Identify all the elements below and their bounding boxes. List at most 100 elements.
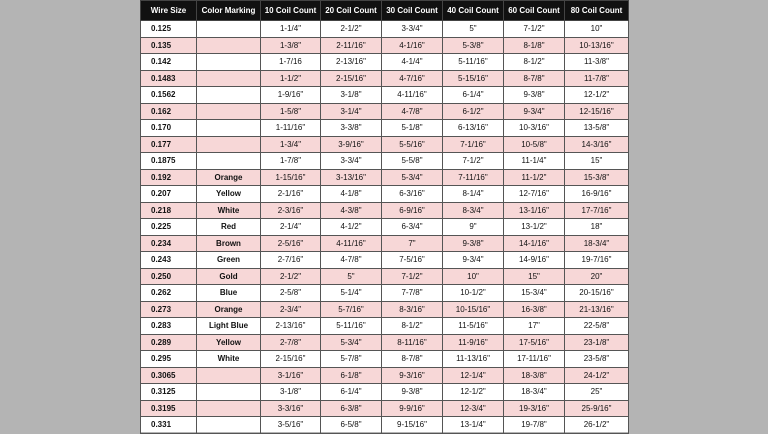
coil-length: 13-1/4": [442, 416, 504, 434]
coil-length: 11-3/8": [564, 53, 629, 71]
wire-size: 0.3065: [140, 366, 197, 384]
coil-length: 14-1/16": [503, 234, 565, 252]
table-row: 0.234 Brown 2-5/16" 4-11/16" 7" 9-3/8" 14-1/16…: [140, 234, 629, 252]
coil-length: 6-3/8": [320, 399, 382, 417]
empty-cell: [196, 20, 261, 38]
coil-length: 3-1/4": [320, 102, 382, 120]
coil-length: 6-3/4": [381, 218, 443, 236]
coil-length: 5-1/8": [381, 119, 443, 137]
wire-size: 0.273: [140, 300, 197, 318]
coil-length: 3-1/16": [260, 366, 321, 384]
table-row: 0.142 1-7/16 2-13/16" 4-1/4" 5-11/16" 8-1/2" 1…: [140, 53, 629, 71]
coil-length: 11-7/8": [564, 69, 629, 87]
wire-size: 0.250: [140, 267, 197, 285]
coil-length: 5-3/4": [381, 168, 443, 186]
coil-length: 11-1/4": [503, 152, 565, 170]
coil-length: 23-5/8": [564, 350, 629, 368]
color-marking: Brown: [196, 234, 261, 252]
coil-length: 2-5/8": [260, 284, 321, 302]
coil-length: 2-7/16": [260, 251, 321, 269]
coil-length: 1-9/16": [260, 86, 321, 104]
coil-length: 4-3/8": [320, 201, 382, 219]
coil-length: 3-3/8": [320, 119, 382, 137]
coil-length: 4-1/2": [320, 218, 382, 236]
coil-length: 11-5/16": [442, 317, 504, 335]
coil-length: 2-1/16": [260, 185, 321, 203]
coil-length: 12-15/16": [564, 102, 629, 120]
coil-length: 6-1/4": [442, 86, 504, 104]
coil-length: 15": [503, 267, 565, 285]
color-marking: Red: [196, 218, 261, 236]
coil-length: 1-3/8": [260, 36, 321, 54]
coil-length: 14-3/16": [564, 135, 629, 153]
coil-length: 18-3/4": [503, 383, 565, 401]
coil-length: 18-3/8": [503, 366, 565, 384]
coil-length: 6-13/16": [442, 119, 504, 137]
coil-length: 10": [564, 20, 629, 38]
coil-length: 20-15/16": [564, 284, 629, 302]
wire-size: 0.3125: [140, 383, 197, 401]
wire-table: Wire Size Color Marking 10 Coil Count 20 Co…: [140, 0, 629, 434]
color-marking: Light Blue: [196, 317, 261, 335]
coil-length: 16-3/8": [503, 300, 565, 318]
wire-size: 0.262: [140, 284, 197, 302]
table-row: 0.1562 1-9/16" 3-1/8" 4-11/16" 6-1/4" 9-3/8" 1…: [140, 86, 629, 104]
coil-length: 3-5/16": [260, 416, 321, 434]
coil-length: 20": [564, 267, 629, 285]
coil-length: 2-7/8": [260, 333, 321, 351]
coil-length: 4-7/16": [381, 69, 443, 87]
coil-length: 1-7/8": [260, 152, 321, 170]
coil-length: 9-3/8": [503, 86, 565, 104]
coil-length: 21-13/16": [564, 300, 629, 318]
coil-length: 1-1/2": [260, 69, 321, 87]
coil-length: 2-13/16": [320, 53, 382, 71]
wire-size: 0.234: [140, 234, 197, 252]
coil-length: 1-7/16: [260, 53, 321, 71]
coil-length: 18": [564, 218, 629, 236]
table-row: 0.295 White 2-15/16" 5-7/8" 8-7/8" 11-13/16" 1…: [140, 350, 629, 368]
table-row: 0.135 1-3/8" 2-11/16" 4-1/16" 5-3/8" 8-1/8" 10…: [140, 36, 629, 54]
empty-cell: [196, 152, 261, 170]
coil-length: 9-3/4": [503, 102, 565, 120]
wire-size: 0.162: [140, 102, 197, 120]
coil-length: 14-9/16": [503, 251, 565, 269]
table-row: 0.125 1-1/4" 2-1/2" 3-3/4" 5" 7-1/2" 10": [140, 20, 629, 38]
color-marking: Blue: [196, 284, 261, 302]
header-cell: Color Marking: [196, 0, 261, 21]
coil-length: 1-3/4": [260, 135, 321, 153]
coil-length: 9-15/16": [381, 416, 443, 434]
wire-size: 0.177: [140, 135, 197, 153]
coil-length: 2-5/16": [260, 234, 321, 252]
color-marking: Orange: [196, 168, 261, 186]
coil-length: 9-3/16": [381, 366, 443, 384]
coil-length: 6-5/8": [320, 416, 382, 434]
empty-cell: [196, 86, 261, 104]
coil-length: 8-3/16": [381, 300, 443, 318]
wire-size: 0.295: [140, 350, 197, 368]
coil-length: 2-1/4": [260, 218, 321, 236]
coil-length: 4-11/16": [381, 86, 443, 104]
coil-length: 4-11/16": [320, 234, 382, 252]
coil-length: 5-11/16": [320, 317, 382, 335]
coil-length: 3-3/4": [381, 20, 443, 38]
table-row: 0.243 Green 2-7/16" 4-7/8" 7-5/16" 9-3/4" 14-9…: [140, 251, 629, 269]
wire-size: 0.135: [140, 36, 197, 54]
coil-length: 8-1/2": [503, 53, 565, 71]
coil-length: 7-1/2": [381, 267, 443, 285]
coil-length: 11-13/16": [442, 350, 504, 368]
coil-length: 12-7/16": [503, 185, 565, 203]
coil-length: 6-1/4": [320, 383, 382, 401]
coil-length: 13-1/16": [503, 201, 565, 219]
coil-length: 25": [564, 383, 629, 401]
wire-size: 0.289: [140, 333, 197, 351]
coil-length: 18-3/4": [564, 234, 629, 252]
coil-length: 2-15/16": [320, 69, 382, 87]
coil-length: 7-11/16": [442, 168, 504, 186]
coil-length: 3-1/8": [260, 383, 321, 401]
coil-length: 2-3/4": [260, 300, 321, 318]
coil-length: 22-5/8": [564, 317, 629, 335]
coil-length: 25-9/16": [564, 399, 629, 417]
coil-length: 10-3/16": [503, 119, 565, 137]
coil-length: 2-13/16": [260, 317, 321, 335]
color-marking: Orange: [196, 300, 261, 318]
